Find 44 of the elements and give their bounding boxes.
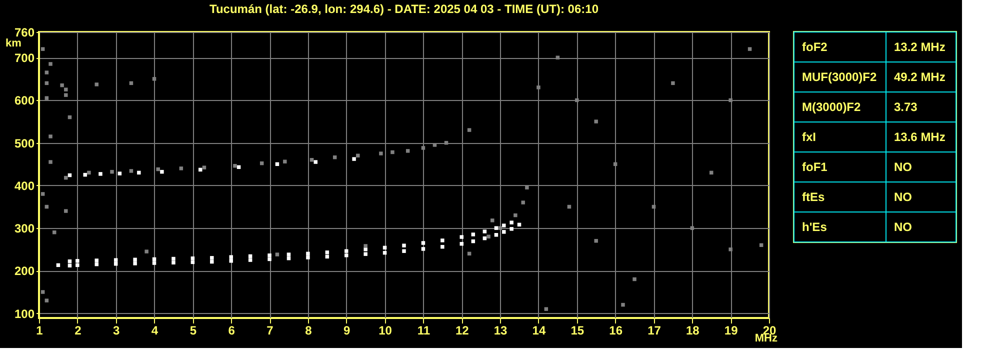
- text: 13.2 MHz: [894, 40, 946, 54]
- y-tick-label: 760: [14, 26, 35, 40]
- y-tick-label: 600: [14, 94, 35, 108]
- x-tick-label: 8: [305, 324, 312, 338]
- chart-title: Tucumán (lat: -26.9, lon: 294.6) - DATE: 2025 04 03 - TIME (UT): 06:10: [210, 2, 599, 16]
- text: 13.6 MHz: [894, 130, 946, 144]
- x-tick-label: 6: [228, 324, 236, 338]
- category-label: MUF(3000)F2: [802, 70, 878, 84]
- text: NO: [894, 190, 912, 204]
- x-tick-label: 15: [570, 324, 584, 338]
- x-tick-label: 3: [113, 324, 120, 338]
- y-tick-label: 300: [14, 222, 35, 236]
- x-axis-title: MHz: [754, 332, 778, 344]
- y-tick-label: 700: [14, 51, 35, 66]
- x-tick-label: 9: [344, 324, 351, 338]
- x-tick-label: 13: [494, 324, 508, 338]
- x-tick-label: 18: [686, 324, 700, 338]
- x-tick-label: 7: [266, 324, 274, 338]
- y-tick-label: 500: [14, 136, 35, 150]
- category-label: ftEs: [802, 190, 825, 204]
- x-tick-label: 2: [74, 324, 82, 338]
- x-tick-label: 12: [455, 324, 470, 338]
- category-label: M(3000)F2: [802, 100, 862, 114]
- x-tick-label: 1: [36, 324, 44, 338]
- y-tick-label: 100: [14, 306, 35, 321]
- category-label: fxI: [802, 130, 816, 144]
- x-tick-label: 11: [417, 324, 430, 338]
- x-tick-label: 16: [609, 324, 623, 338]
- x-tick-label: 19: [724, 324, 738, 338]
- text: 3.73: [894, 100, 918, 114]
- category-label: h'Es: [802, 220, 828, 234]
- text: NO: [894, 160, 912, 174]
- x-tick-label: 10: [378, 324, 392, 338]
- y-axis-title: km: [6, 38, 22, 50]
- category-label: foF1: [802, 160, 828, 174]
- text: NO: [894, 220, 912, 234]
- x-tick-label: 4: [151, 324, 158, 338]
- x-tick-label: 14: [532, 324, 546, 338]
- category-label: foF2: [802, 40, 828, 54]
- text: 49.2 MHz: [894, 70, 946, 84]
- x-tick-label: 17: [648, 324, 662, 338]
- x-tick-label: 5: [190, 324, 197, 338]
- y-tick-label: 400: [14, 178, 35, 193]
- y-tick-label: 200: [14, 264, 35, 278]
